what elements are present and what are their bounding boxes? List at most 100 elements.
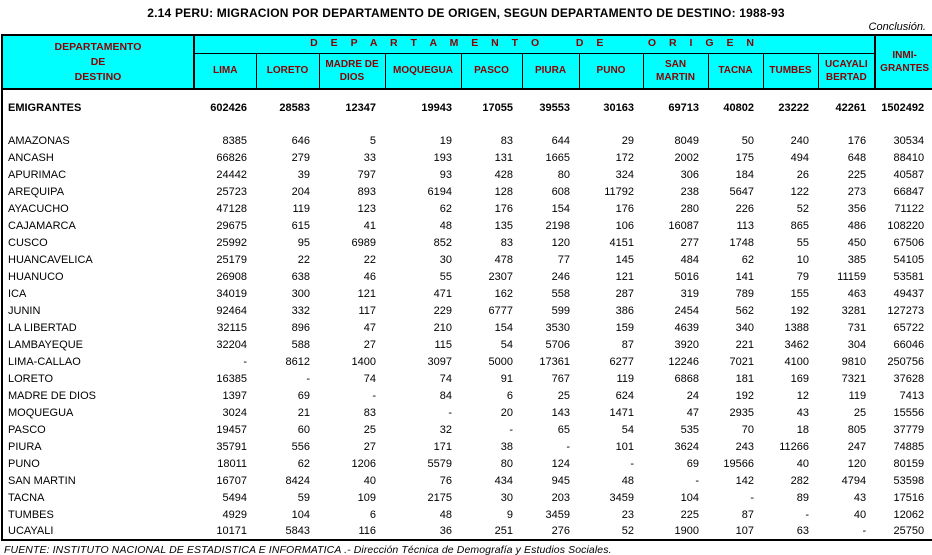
value-cell: 865 — [790, 219, 809, 232]
value-cell: 486 — [847, 219, 867, 232]
value-cell: 6868 — [674, 372, 699, 385]
value-cell: 107 — [735, 525, 754, 537]
value-cell: 4151 — [609, 236, 634, 249]
value-cell: 104 — [291, 508, 310, 521]
value-cell: 101 — [615, 440, 634, 453]
value-cell: 35791 — [216, 440, 247, 453]
value-cell: 6989 — [351, 236, 376, 249]
value-cell: 2002 — [674, 151, 699, 164]
value-cell: 122 — [790, 185, 809, 198]
value-cell: 25 — [557, 389, 570, 402]
value-cell: 91 — [500, 372, 513, 385]
value-cell: 119 — [616, 372, 634, 385]
value-cell: 80 — [557, 168, 570, 181]
value-cell: 1748 — [729, 236, 754, 249]
value-cell: 6777 — [488, 304, 513, 317]
origin-column-header: TUMBES — [762, 52, 819, 90]
value-cell: 602426 — [210, 101, 247, 114]
value-cell: 22 — [297, 253, 310, 266]
value-cell: 80159 — [893, 457, 925, 470]
migration-table: DEPARTAMENTO DE DESTINO D E P A R T A M … — [1, 34, 932, 541]
value-cell: 3624 — [674, 440, 699, 453]
value-cell: 8385 — [222, 134, 247, 147]
value-cell: 93 — [439, 168, 452, 181]
table-row: AYACUCHO 47128 119 123 62 176 154 176 280 226 52 35… — [2, 200, 932, 217]
value-cell: 247 — [847, 440, 867, 453]
value-cell: 69 — [686, 457, 699, 470]
value-cell: 5016 — [674, 270, 699, 283]
value-cell: 29675 — [216, 219, 247, 232]
value-cell: 25 — [363, 423, 376, 436]
value-cell: 25 — [853, 406, 867, 419]
value-cell: 588 — [291, 338, 310, 351]
value-cell: 24 — [686, 389, 699, 402]
value-cell: 192 — [790, 304, 809, 317]
value-cell: 5647 — [729, 185, 754, 198]
table-row: LIMA-CALLAO - 8612 1400 3097 5000 17361 6277 122… — [2, 353, 932, 370]
value-cell: 62 — [741, 253, 754, 266]
table-header: DEPARTAMENTO DE DESTINO D E P A R T A M … — [1, 34, 932, 90]
value-cell: 80 — [500, 457, 513, 470]
value-cell: 39 — [297, 168, 310, 181]
row-label: TACNA — [8, 491, 45, 504]
value-cell: 1388 — [784, 321, 809, 334]
value-cell: 41 — [363, 219, 376, 232]
table-row: LORETO 16385 - 74 74 91 767 119 6868 181 169 7321 37… — [2, 370, 932, 387]
value-cell: 273 — [847, 185, 867, 198]
value-cell: 340 — [735, 321, 754, 334]
dest-header-line: DEPARTAMENTO — [54, 40, 142, 53]
value-cell: 119 — [292, 202, 310, 215]
value-cell: 193 — [433, 151, 452, 164]
row-label: APURIMAC — [8, 168, 67, 181]
value-cell: 644 — [551, 134, 570, 147]
value-cell: 47128 — [216, 202, 247, 215]
value-cell: 37779 — [893, 423, 925, 436]
value-cell: 624 — [615, 389, 634, 402]
value-cell: 7413 — [899, 389, 925, 402]
value-cell: 8049 — [674, 134, 699, 147]
value-cell: 246 — [551, 270, 570, 283]
value-cell: 131 — [494, 151, 513, 164]
origin-column-header: PIURA — [521, 52, 580, 90]
value-cell: - — [372, 389, 376, 402]
header-departamento-destino: DEPARTAMENTO DE DESTINO — [1, 34, 195, 90]
value-cell: 203 — [551, 491, 570, 504]
value-cell: 19943 — [421, 101, 452, 114]
value-cell: 30 — [439, 253, 452, 266]
value-cell: 115 — [434, 338, 452, 351]
value-cell: 238 — [680, 185, 699, 198]
value-cell: 33 — [363, 151, 376, 164]
value-cell: 145 — [615, 253, 634, 266]
value-cell: 40 — [853, 508, 867, 521]
value-cell: 116 — [358, 525, 376, 537]
row-label: JUNIN — [8, 304, 41, 317]
table-row: TACNA 5494 59 109 2175 30 203 3459 104 - 89 43 17516 — [2, 489, 932, 506]
source-footer: FUENTE: INSTITUTO NACIONAL DE ESTADISTIC… — [4, 544, 612, 555]
origin-column-header: PUNO — [578, 52, 644, 90]
value-cell: 484 — [680, 253, 699, 266]
value-cell: 3530 — [545, 321, 570, 334]
value-cell: 142 — [735, 474, 754, 487]
table-row: MADRE DE DIOS 1397 69 - 84 6 25 624 24 192 12 119 74… — [2, 387, 932, 404]
value-cell: 797 — [357, 168, 376, 181]
value-cell: 53598 — [893, 474, 925, 487]
value-cell: 70 — [741, 423, 754, 436]
value-cell: 30534 — [893, 134, 925, 147]
origin-column-header: MADRE DE DIOS — [318, 52, 386, 90]
value-cell: 113 — [736, 219, 754, 232]
table-row: PIURA 35791 556 27 171 38 - 101 3624 243 11266 247 7… — [2, 438, 932, 455]
value-cell: 48 — [439, 219, 452, 232]
value-cell: 4100 — [784, 355, 809, 368]
value-cell: 79 — [796, 270, 809, 283]
value-cell: 184 — [735, 168, 754, 181]
value-cell: 1397 — [222, 389, 247, 402]
value-cell: 43 — [853, 491, 867, 504]
value-cell: 306 — [680, 168, 699, 181]
value-cell: 280 — [680, 202, 699, 215]
value-cell: 1206 — [351, 457, 376, 470]
row-label: LIMA-CALLAO — [8, 355, 81, 368]
value-cell: 608 — [551, 185, 570, 198]
value-cell: 1665 — [545, 151, 570, 164]
row-label: AMAZONAS — [8, 134, 70, 147]
value-cell: 141 — [735, 270, 754, 283]
